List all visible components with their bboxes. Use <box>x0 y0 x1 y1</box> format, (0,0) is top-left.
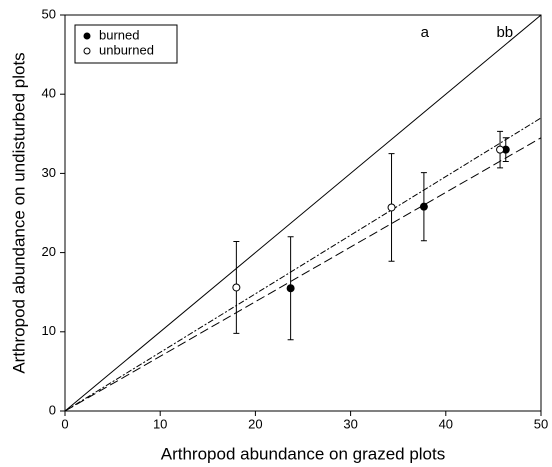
y-tick-label: 40 <box>42 86 56 101</box>
reference-line <box>64 14 542 412</box>
annotation: bb <box>496 24 513 41</box>
annotation: a <box>421 24 430 41</box>
legend-marker <box>83 32 91 40</box>
y-axis-label: Arthropod abundance on undisturbed plots <box>9 52 28 373</box>
point <box>387 203 396 212</box>
legend-label: burned <box>99 27 139 42</box>
y-tick-label: 50 <box>42 6 56 21</box>
x-tick-label: 20 <box>248 416 262 431</box>
x-tick-label: 40 <box>439 416 453 431</box>
x-tick-label: 0 <box>61 416 68 431</box>
reference-line <box>64 117 542 412</box>
legend-marker <box>83 47 91 55</box>
legend-label: unburned <box>99 42 154 57</box>
x-tick-label: 50 <box>534 416 548 431</box>
y-tick-label: 10 <box>42 323 56 338</box>
reference-line <box>64 137 542 412</box>
x-tick-label: 30 <box>343 416 357 431</box>
x-tick-label: 10 <box>153 416 167 431</box>
point <box>496 145 505 154</box>
plot-frame <box>64 14 542 412</box>
y-tick-label: 0 <box>49 402 56 417</box>
point <box>419 202 428 211</box>
y-tick-label: 30 <box>42 165 56 180</box>
y-tick-label: 20 <box>42 244 56 259</box>
x-axis-label: Arthropod abundance on grazed plots <box>161 444 445 463</box>
point <box>232 283 241 292</box>
legend-box <box>74 24 178 64</box>
point <box>286 284 295 293</box>
